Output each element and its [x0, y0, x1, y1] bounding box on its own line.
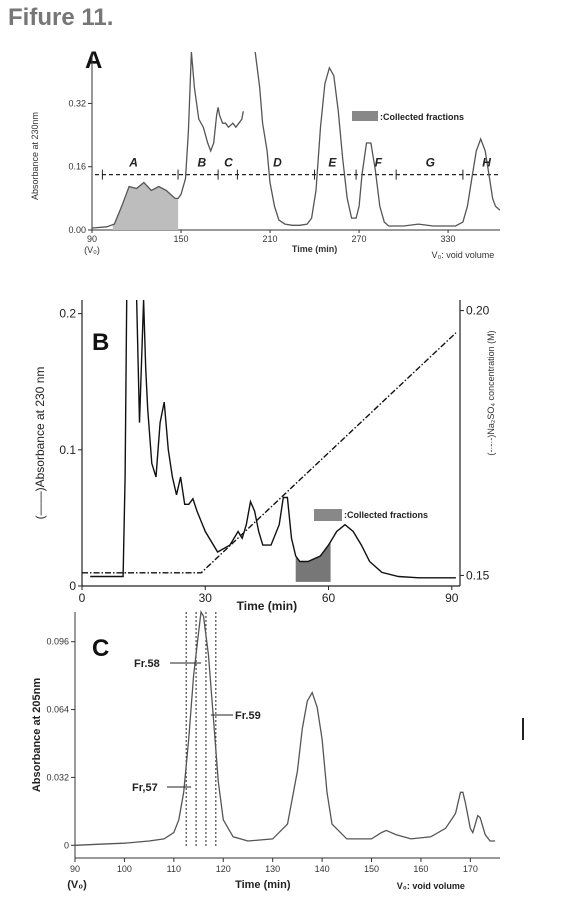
panel-a-fraction-label: G [426, 156, 435, 170]
panel-c-letter: C [92, 635, 109, 662]
panel-a-x-tick-label: 90 [87, 234, 97, 244]
panel-a-fraction-label: H [482, 156, 491, 170]
panel-b-legend-text: :Collected fractions [344, 510, 428, 520]
panel-a-legend-swatch [352, 111, 378, 121]
panel-a-v0-label: (V₀) [84, 245, 100, 255]
panel-b-legend-swatch [314, 509, 342, 521]
panel-a-x-tick-label: 270 [352, 234, 367, 244]
panel-a-letter: A [85, 47, 102, 74]
panel-c-x-tick-label: 90 [70, 864, 80, 874]
panel-b-shaded-fraction [295, 541, 331, 582]
panel-c: C 0 0.032 0.064 0.096 90 100 110 120 130 140 150 160… [31, 610, 500, 891]
panel-b-y-tick-label: 0 [69, 579, 76, 593]
panel-a-y-tick-label: 0.32 [68, 98, 86, 108]
panel-b-trace [90, 300, 456, 579]
panel-a-x-tick-label: 150 [174, 234, 189, 244]
panel-b-x-tick-label: 0 [79, 591, 86, 605]
panel-a-trace-1 [92, 52, 244, 229]
panel-b-gradient [82, 332, 457, 574]
panel-a-trace-2 [254, 52, 500, 227]
panel-a-y-tick-label: 0.16 [68, 162, 86, 172]
panel-c-fraction-label: Fr.59 [235, 710, 261, 722]
panel-c-x-tick-label: 100 [117, 864, 132, 874]
panel-c-trace [74, 610, 496, 846]
panel-c-x-label: Time (min) [235, 879, 291, 891]
panel-b-y-tick-label: 0.2 [59, 307, 76, 321]
panel-c-y-tick-label: 0.096 [46, 637, 69, 647]
figure-title: Fifure 11. [8, 4, 114, 31]
panel-c-note: V₀: void volume [397, 881, 465, 891]
panel-b-y-label: (——)Absorbance at 230 nm [33, 367, 47, 520]
panel-b-y2-tick-label: 0.20 [466, 304, 490, 318]
panel-a-fraction-label: E [328, 156, 337, 170]
panel-b-y2-tick-label: 0.15 [466, 568, 490, 582]
panel-a-fraction-label: C [224, 156, 233, 170]
stray-vertical-bar [522, 718, 524, 740]
panel-a-shaded-fraction [112, 182, 179, 230]
panel-c-v0-label: (V₀) [67, 879, 87, 891]
panel-c-x-tick-label: 110 [167, 864, 181, 874]
panel-c-y-tick-label: 0.064 [46, 705, 69, 715]
panel-a-fraction-label: D [273, 156, 282, 170]
panel-b-x-tick-label: 60 [322, 591, 336, 605]
panel-a-note: V₀: void volume [432, 250, 495, 260]
panel-c-x-tick-label: 130 [265, 864, 280, 874]
panel-c-x-tick-label: 160 [413, 864, 428, 874]
panel-a-fraction-label: A [128, 156, 138, 170]
panel-b-x-label: Time (min) [237, 599, 297, 613]
panel-b-x-tick-label: 30 [199, 591, 213, 605]
panel-a-y-tick-label: 0.00 [68, 225, 86, 235]
panel-a-fraction-label: F [375, 156, 383, 170]
panel-c-y-label: Absorbance at 205nm [31, 678, 43, 793]
panel-a-legend-text: :Collected fractions [380, 112, 464, 122]
panel-c-fraction-label: Fr,57 [132, 782, 158, 794]
panel-a: A 0.00 0.16 0.32 90 150 210 270 330 (V₀) Time (min… [30, 47, 500, 260]
panel-b-letter: B [92, 329, 109, 356]
panel-c-x-tick-label: 140 [315, 864, 330, 874]
panel-a-x-tick-label: 330 [441, 234, 456, 244]
panel-c-x-tick-label: 170 [463, 864, 478, 874]
panel-b-y2-label: (-·-·-)Na₂SO₄ concentration (M) [486, 330, 496, 455]
panel-a-y-label: Absorbance at 230nm [30, 112, 40, 200]
panel-c-fraction-label: Fr.58 [134, 658, 160, 670]
panel-a-fraction-label: B [197, 156, 206, 170]
panel-b-x-tick-label: 90 [445, 591, 459, 605]
panel-c-y-tick-label: 0.032 [46, 772, 69, 782]
panel-c-x-tick-label: 120 [216, 864, 231, 874]
panel-a-x-label: Time (min) [292, 244, 337, 254]
panel-c-x-tick-label: 150 [364, 864, 379, 874]
panel-c-y-tick-label: 0 [64, 840, 69, 850]
panel-a-x-tick-label: 210 [263, 234, 278, 244]
panel-b-y-tick-label: 0.1 [59, 443, 76, 457]
